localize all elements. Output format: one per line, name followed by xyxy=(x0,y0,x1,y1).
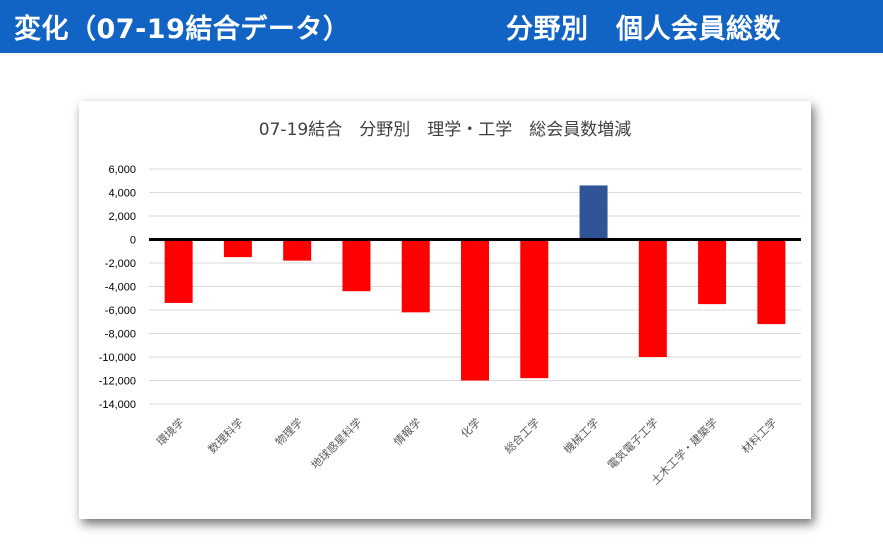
banner-title-right: 分野別 個人会員総数 xyxy=(506,14,781,45)
bar-5 xyxy=(401,239,430,313)
x-axis-ticks: 環境学 数理科学 物理学 地球惑星科学 情報学 化学 総合工学 機械工学 電気電子工学土木工学・… xyxy=(154,415,780,487)
chart-card: 07-19結合 分野別 理学・工学 総会員数増減 6,000 4,000 2,000… xyxy=(79,101,811,519)
y-tick-label: -6,000 xyxy=(105,305,136,317)
bar-10 xyxy=(698,239,727,305)
x-tick-label: 数理科学 xyxy=(205,415,246,456)
x-tick-label: 地球惑星科学 xyxy=(308,415,365,472)
header-banner: 変化（07-19結合データ） 分野別 個人会員総数 xyxy=(0,0,883,53)
x-tick-label: 電気電子工学 xyxy=(604,415,661,472)
x-tick-label: 機械工学 xyxy=(561,415,602,456)
x-tick-label: 化学 xyxy=(458,415,483,440)
bar-1 xyxy=(164,239,193,303)
bar-9 xyxy=(638,239,667,357)
x-tick-label: 物理学 xyxy=(272,415,305,448)
y-tick-label: -10,000 xyxy=(99,352,136,364)
bar-8 xyxy=(579,185,608,240)
y-tick-label: -12,000 xyxy=(99,376,136,388)
bar-2 xyxy=(223,239,252,258)
chart-title: 07-19結合 分野別 理学・工学 総会員数増減 xyxy=(259,120,631,140)
y-tick-label: -4,000 xyxy=(105,282,136,294)
bars xyxy=(164,185,786,381)
bar-3 xyxy=(283,239,312,261)
y-tick-label: -8,000 xyxy=(105,329,136,341)
y-axis-ticks: 6,000 4,000 2,000 0 -2,000 -4,000 -6,000 -8,000… xyxy=(99,164,136,411)
bar-11 xyxy=(757,239,786,325)
y-tick-label: -14,000 xyxy=(99,399,136,411)
x-tick-label: 環境学 xyxy=(154,415,187,448)
banner-title-left: 変化（07-19結合データ） xyxy=(14,14,351,45)
bar-chart: 07-19結合 分野別 理学・工学 総会員数増減 6,000 4,000 2,000… xyxy=(99,120,801,487)
x-tick-label: 材料工学 xyxy=(738,415,779,456)
y-tick-label: -2,000 xyxy=(105,258,136,270)
bar-4 xyxy=(342,239,371,292)
x-tick-label: 情報学 xyxy=(391,415,424,448)
x-tick-label: 総合工学 xyxy=(501,415,542,456)
y-tick-label: 2,000 xyxy=(108,211,136,223)
bar-6 xyxy=(461,239,489,381)
y-tick-label: 6,000 xyxy=(108,164,136,176)
y-tick-label: 4,000 xyxy=(108,188,136,200)
y-tick-label: 0 xyxy=(130,235,136,247)
bar-7 xyxy=(520,239,549,379)
